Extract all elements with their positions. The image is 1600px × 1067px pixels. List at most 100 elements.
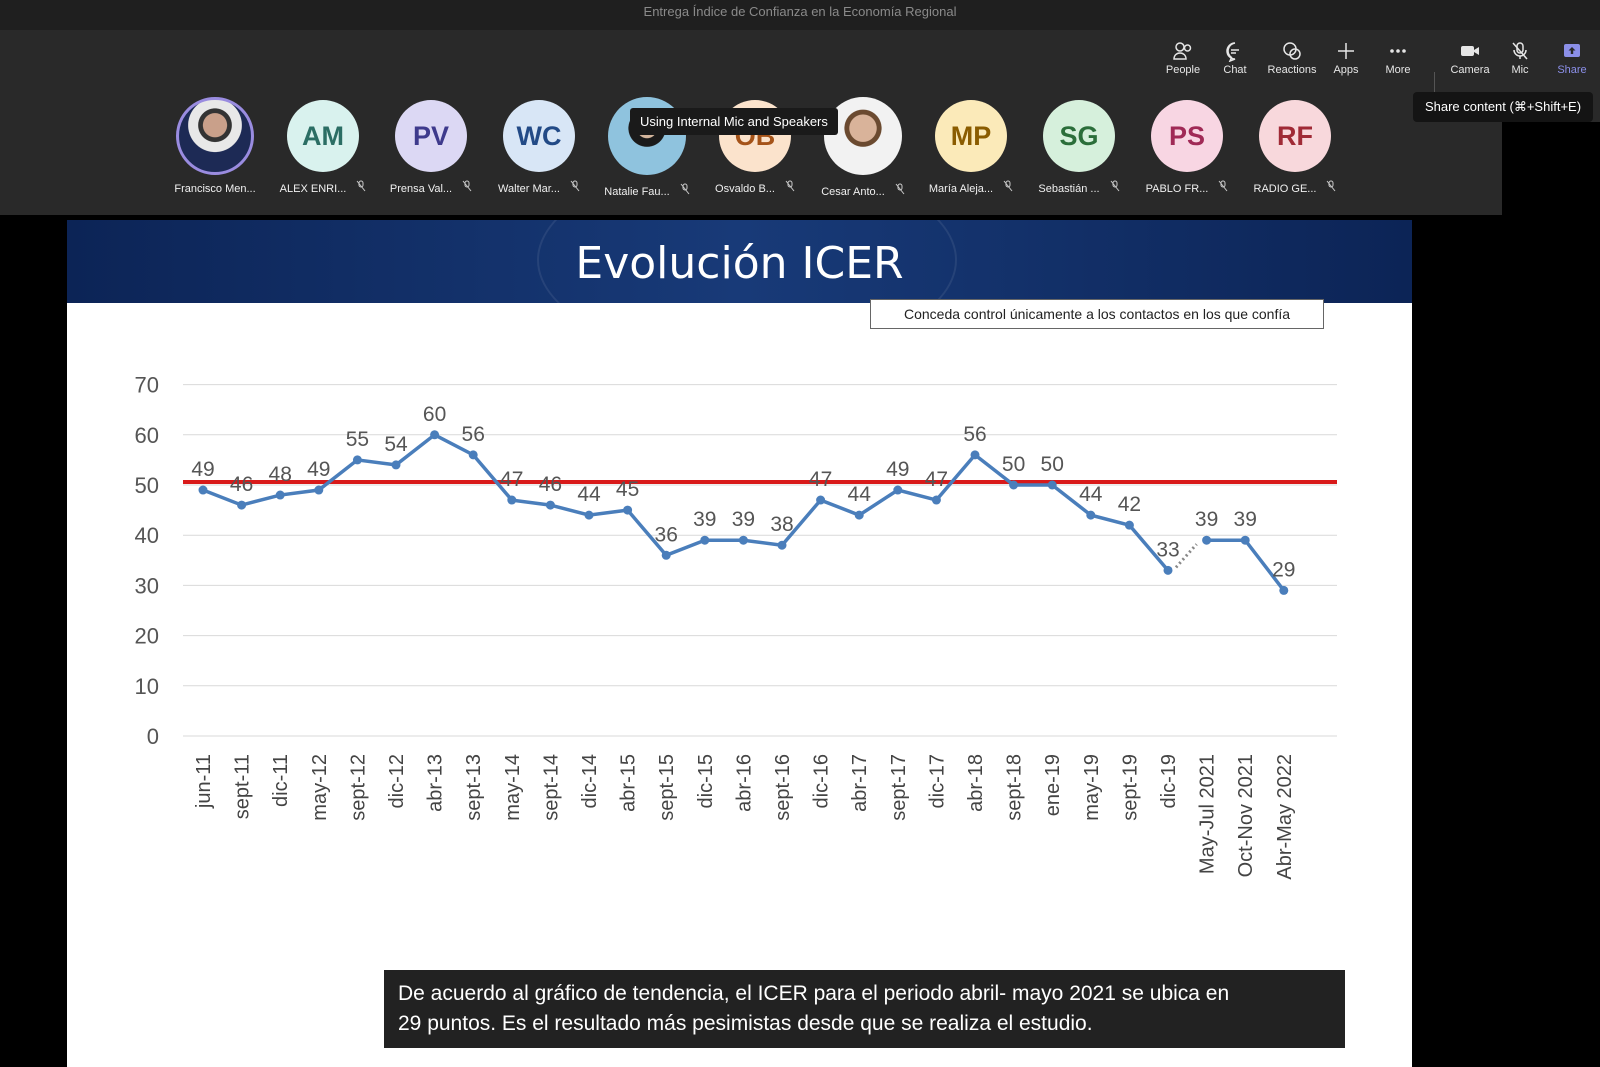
data-point <box>314 485 324 495</box>
reactions-button[interactable]: Reactions <box>1262 40 1322 90</box>
x-tick-label: dic-11 <box>270 754 292 807</box>
avatar <box>176 97 254 175</box>
participant-tile[interactable]: PS PABLO FR... <box>1137 100 1237 195</box>
chat-icon <box>1226 42 1239 62</box>
data-label: 47 <box>925 468 948 491</box>
camera-button[interactable]: Camera <box>1440 40 1500 90</box>
data-point <box>777 540 787 550</box>
control-warning: Conceda control únicamente a los contact… <box>870 299 1324 329</box>
data-point <box>623 505 633 515</box>
camera-icon <box>1461 46 1479 56</box>
participant-tile[interactable]: SG Sebastián ... <box>1029 100 1129 195</box>
series-line <box>202 432 1170 572</box>
people-button[interactable]: People <box>1155 40 1211 90</box>
x-tick-label: abr-15 <box>618 754 640 812</box>
more-button[interactable]: More <box>1370 40 1426 90</box>
data-point <box>1240 535 1250 545</box>
data-label: 39 <box>693 508 716 531</box>
x-tick-label: dic-19 <box>1158 754 1180 808</box>
data-label: 44 <box>577 483 601 506</box>
data-point <box>816 495 826 505</box>
x-tick-label: abr-16 <box>733 754 755 812</box>
y-tick-label: 30 <box>135 573 159 598</box>
data-label: 50 <box>1041 453 1064 476</box>
chat-button[interactable]: Chat <box>1207 40 1263 90</box>
icer-line-chart: 0 10 20 30 40 50 60 70 49 jun-11 46 sept-11 48 dic-11… <box>135 373 1337 880</box>
mic-muted-icon <box>1326 180 1336 195</box>
data-point <box>507 495 517 505</box>
share-label: Share <box>1557 64 1587 76</box>
x-tick-label: sept-11 <box>232 754 254 819</box>
mic-muted-icon <box>785 180 795 195</box>
x-tick-label: may-12 <box>309 754 331 821</box>
mic-muted-icon <box>895 183 905 198</box>
x-tick-label: sept-19 <box>1119 754 1141 821</box>
participant-name: Osvaldo B... <box>715 183 775 195</box>
participant-name: Cesar Anto... <box>821 186 885 198</box>
mic-muted-icon <box>570 180 580 195</box>
participant-tile[interactable]: AM ALEX ENRI... <box>273 100 373 195</box>
data-point <box>970 450 980 460</box>
more-label: More <box>1385 64 1411 76</box>
participant-name-row: Francisco Men... <box>165 183 265 195</box>
data-point <box>468 450 478 460</box>
x-tick-label: abr-13 <box>425 754 447 812</box>
data-point <box>738 535 748 545</box>
x-tick-label: dic-17 <box>926 754 948 808</box>
apps-button[interactable]: Apps <box>1318 40 1374 90</box>
participant-tile[interactable]: PV Prensa Val... <box>381 100 481 195</box>
y-tick-label: 20 <box>135 624 159 649</box>
data-label: 49 <box>191 458 214 481</box>
data-label: 36 <box>655 523 678 546</box>
avatar: WC <box>503 100 575 172</box>
mic-button[interactable]: Mic <box>1492 40 1548 90</box>
data-point <box>391 460 401 470</box>
data-point <box>352 455 362 465</box>
avatar: PV <box>395 100 467 172</box>
data-point <box>1163 565 1173 575</box>
data-label: 39 <box>1195 508 1218 531</box>
participant-name-row: María Aleja... <box>921 180 1021 195</box>
data-label: 45 <box>616 478 639 501</box>
x-tick-label: ene-19 <box>1042 754 1064 816</box>
participant-tile[interactable]: RF RADIO GE... <box>1245 100 1345 195</box>
participant-name: María Aleja... <box>928 183 994 195</box>
data-label: 38 <box>770 513 793 536</box>
x-tick-label: dic-15 <box>695 754 717 808</box>
participant-name: ALEX ENRI... <box>279 183 347 195</box>
participant-name: Sebastián ... <box>1038 183 1100 195</box>
slide-title: Evolución ICER <box>575 238 904 289</box>
participant-name: PABLO FR... <box>1145 183 1209 195</box>
participant-name-row: Cesar Anto... <box>813 183 913 198</box>
x-tick-label: sept-17 <box>888 754 910 821</box>
data-label: 60 <box>423 403 446 426</box>
data-label: 54 <box>384 433 408 456</box>
x-tick-label: abr-18 <box>965 754 987 812</box>
mic-muted-icon <box>1110 180 1120 195</box>
data-label: 49 <box>307 458 330 481</box>
share-button[interactable]: Share <box>1544 40 1600 90</box>
data-label: 33 <box>1156 538 1179 561</box>
participant-tile[interactable]: WC Walter Mar... <box>489 100 589 195</box>
data-label: 55 <box>346 428 369 451</box>
participant-tile[interactable]: MP María Aleja... <box>921 100 1021 195</box>
data-label: 47 <box>500 468 523 491</box>
data-point <box>430 430 440 440</box>
participant-name: Prensa Val... <box>389 183 453 195</box>
share-tooltip: Share content (⌘+Shift+E) <box>1413 92 1593 122</box>
x-tick-label: Oct-Nov 2021 <box>1235 754 1257 877</box>
participant-name: Natalie Fau... <box>604 186 670 198</box>
mic-muted-icon <box>1218 180 1228 195</box>
data-point <box>931 495 941 505</box>
data-point <box>700 535 710 545</box>
gap-dotted-line <box>1174 543 1198 569</box>
participant-name: Francisco Men... <box>174 183 256 195</box>
data-point <box>1124 520 1134 530</box>
data-point <box>1086 510 1096 520</box>
mic-label: Mic <box>1511 64 1529 76</box>
participant-name-row: Walter Mar... <box>489 180 589 195</box>
window-title: Entrega Índice de Confianza en la Econom… <box>0 0 1600 30</box>
shared-slide: Evolución ICER Conceda control únicament… <box>67 220 1412 1067</box>
participant-tile[interactable]: Francisco Men... <box>165 97 265 195</box>
participant-name-row: Prensa Val... <box>381 180 481 195</box>
